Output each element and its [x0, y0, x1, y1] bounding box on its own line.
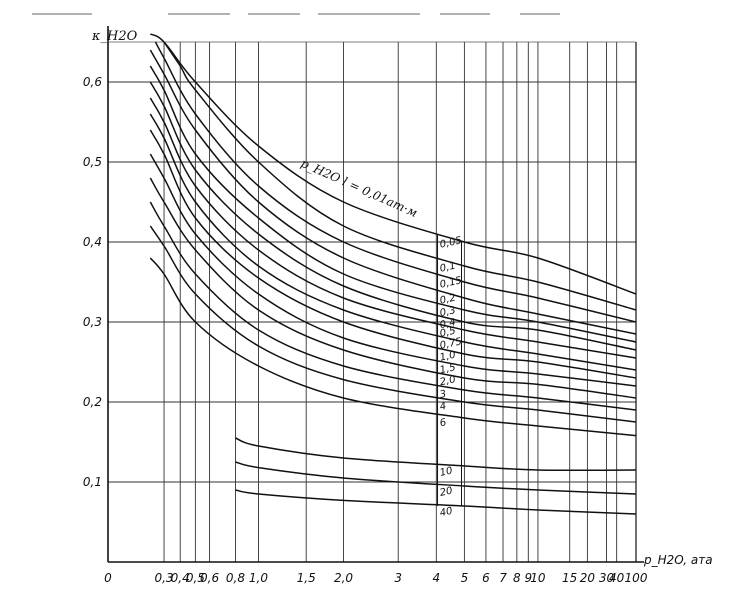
- series-label-9: 1,5: [439, 362, 457, 376]
- series-label-12: 4: [439, 401, 448, 413]
- series-line-14: [235, 437, 637, 472]
- plot-frame: [107, 26, 644, 563]
- x-tick-label: 20: [580, 571, 596, 585]
- y-tick-label: 0,5: [83, 155, 102, 169]
- x-tick-label: 1,5: [297, 571, 316, 585]
- series-line-1: [163, 41, 637, 311]
- y-tick-labels: 0,1 0,2 0,3 0,4 0,5 0,6: [83, 75, 102, 489]
- y-tick-label: 0,2: [83, 395, 102, 409]
- y-tick-label: 0,1: [83, 475, 102, 489]
- series-line-10: [149, 177, 637, 399]
- x-tick-label: 0,3: [154, 571, 173, 585]
- series-line-6: [149, 97, 637, 359]
- x-tick-labels: 0 0,30,40,50,6 0,8 1,0 1,5 2,0 3 4 5 6 7 8 910 15 20 30…: [104, 571, 648, 585]
- x-tick-label: 0,6: [200, 571, 219, 585]
- series-line-9: [149, 153, 637, 387]
- series-line-5: [149, 81, 637, 351]
- series-line-4: [149, 65, 637, 343]
- series-label-5: 0,4: [439, 317, 457, 331]
- series-label-16: 40: [439, 506, 454, 519]
- x-tick-label: 5: [461, 571, 469, 585]
- series-curves: [149, 33, 637, 515]
- x-tick-label: 0,5: [186, 571, 205, 585]
- series-line-0: [149, 33, 637, 295]
- series-line-2: [154, 41, 637, 323]
- series-label-7: 0,75: [439, 336, 463, 351]
- series-label-13: 6: [439, 417, 448, 429]
- x-tick-label: 0,8: [226, 571, 245, 585]
- series-label-3: 0,2: [439, 293, 457, 307]
- x-tick-label: 0,4: [171, 571, 190, 585]
- series-label-15: 20: [439, 485, 454, 498]
- x-tick-label: 0: [104, 571, 112, 585]
- x-tick-label: 9: [524, 571, 532, 585]
- x-tick-label: 4: [432, 571, 440, 585]
- y-tick-label: 0,3: [83, 315, 102, 329]
- x-tick-label: 10: [530, 571, 546, 585]
- series-line-3: [149, 49, 637, 335]
- series-line-8: [149, 129, 637, 379]
- series-labels: 0,05 0,10,15 0,20,30,40,50,751,01,52,034 6 1…: [437, 234, 463, 519]
- x-tick-label: 3: [394, 571, 402, 585]
- series-label-11: 3: [439, 389, 448, 401]
- x-tick-label: 7: [499, 571, 507, 585]
- x-axis-label: p_H2O, ата: [643, 553, 713, 567]
- series-line-13: [149, 257, 637, 437]
- x-tick-label: 40: [609, 571, 625, 585]
- y-tick-label: 0,4: [83, 235, 102, 249]
- series-label-0: 0,05: [439, 235, 463, 250]
- series-line-7: [149, 113, 637, 371]
- series-line-16: [235, 489, 637, 515]
- series-line-11: [149, 201, 637, 411]
- series-label-10: 2,0: [439, 374, 457, 388]
- x-tick-label: 2,0: [334, 571, 353, 585]
- x-tick-label: 30: [599, 571, 615, 585]
- x-tick-label: 8: [513, 571, 521, 585]
- series-label-14: 10: [439, 465, 454, 478]
- x-tick-label: 6: [482, 571, 490, 585]
- series-label-2: 0,15: [439, 275, 463, 290]
- x-tick-label: 100: [625, 571, 648, 585]
- x-tick-label: 15: [562, 571, 577, 585]
- series-label-4: 0,3: [439, 305, 457, 319]
- y-tick-label: 0,6: [83, 75, 102, 89]
- x-tick-label: 1,0: [249, 571, 268, 585]
- series-line-15: [235, 461, 637, 495]
- series-label-6: 0,5: [439, 326, 457, 340]
- series-label-8: 1,0: [439, 350, 457, 364]
- series-label-1: 0,1: [439, 261, 457, 275]
- y-axis-label: κ_H2O: [91, 29, 138, 44]
- series-line-12: [149, 225, 637, 423]
